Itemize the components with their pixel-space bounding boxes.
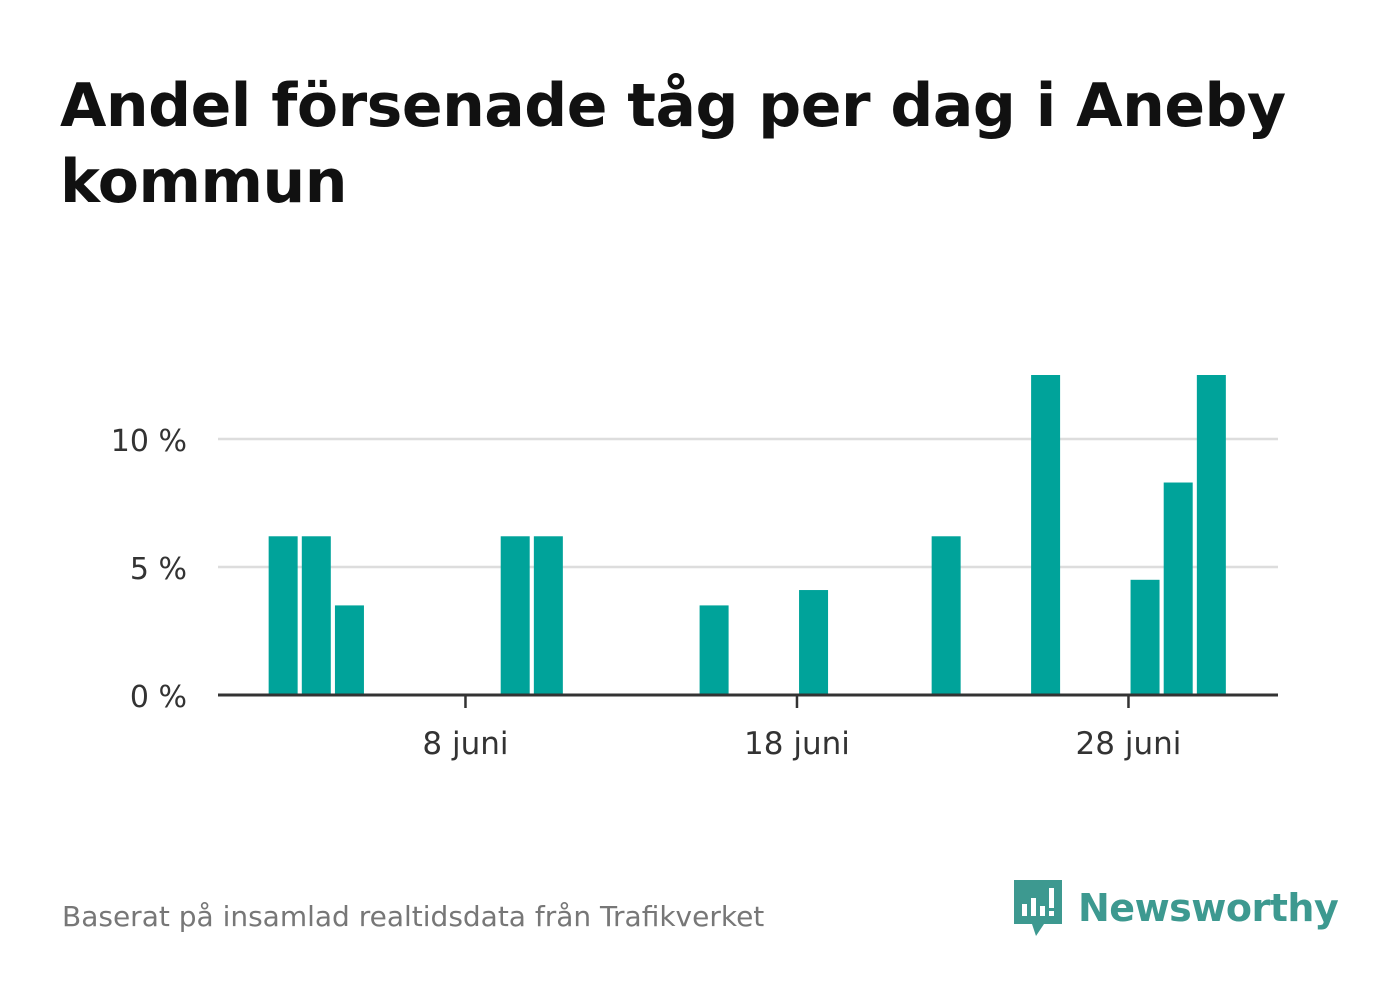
brand-name: Newsworthy xyxy=(1078,886,1339,930)
bar xyxy=(1163,482,1193,695)
brand: Newsworthy xyxy=(1010,878,1339,938)
source-note: Baserat på insamlad realtidsdata från Tr… xyxy=(62,900,765,933)
bar xyxy=(1031,375,1061,695)
bars xyxy=(268,375,1226,695)
bar xyxy=(268,536,298,695)
newsworthy-logo-icon xyxy=(1014,880,1062,936)
bar xyxy=(301,536,331,695)
gridlines xyxy=(218,437,1278,569)
bar xyxy=(1196,375,1226,695)
x-tick-label: 28 juni xyxy=(1076,726,1182,762)
bar xyxy=(1130,579,1160,695)
y-tick-label: 5 % xyxy=(130,552,187,587)
y-tick-label: 0 % xyxy=(130,680,187,715)
x-tick-label: 18 juni xyxy=(744,726,850,762)
y-axis-labels: 0 % 5 % 10 % xyxy=(111,424,187,715)
bar xyxy=(931,536,961,695)
bar xyxy=(699,605,729,695)
bar xyxy=(533,536,563,695)
y-tick-label: 10 % xyxy=(111,424,187,459)
bar xyxy=(334,605,364,695)
x-axis: 8 juni 18 juni 28 juni xyxy=(218,693,1278,762)
x-tick-label: 8 juni xyxy=(422,726,508,762)
bar xyxy=(500,536,530,695)
chart-title: Andel försenade tåg per dag i Aneby komm… xyxy=(60,71,1286,217)
bar xyxy=(799,590,829,695)
